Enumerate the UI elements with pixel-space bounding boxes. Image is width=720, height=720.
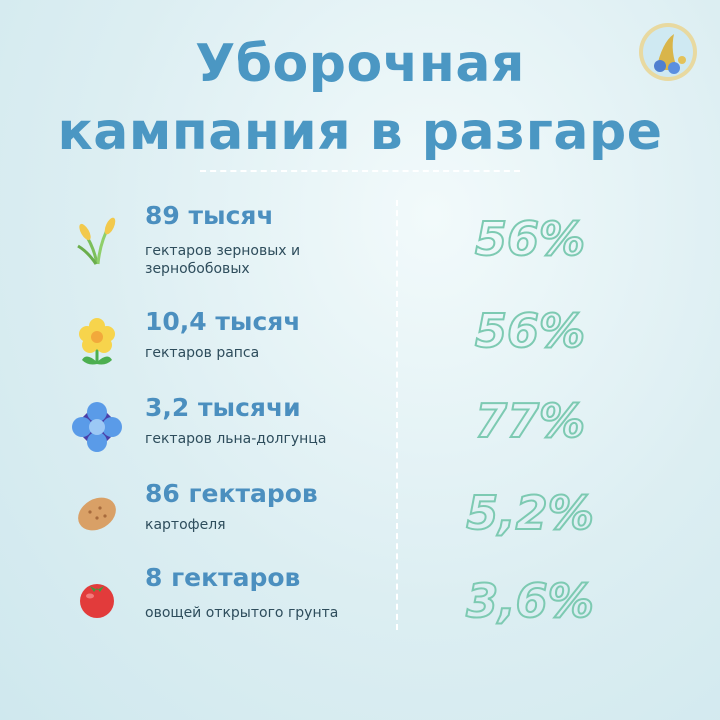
amount: 10,4 тысяч (145, 307, 301, 336)
icon (77, 217, 116, 265)
title-line: кампания в разгаре (57, 102, 663, 162)
divider (396, 200, 398, 630)
icon (72, 402, 122, 452)
description: картофеля (145, 517, 226, 533)
amount: 89 тысяч (145, 201, 274, 230)
percent: 3,6% (465, 574, 595, 628)
percent: 56% (474, 212, 586, 266)
description: гектаров зерновых и зернобобовых (145, 243, 301, 277)
logo (639, 23, 697, 81)
description: гектаров льна-долгунца (145, 431, 327, 447)
icon (78, 497, 116, 531)
percent: 56% (474, 304, 586, 358)
amount: 86 гектаров (145, 479, 318, 508)
amount: 8 гектаров (145, 563, 301, 592)
amount: 3,2 тысячи (145, 393, 301, 422)
description: овощей открытого грунта (145, 605, 339, 621)
divider (200, 170, 520, 172)
percent: 5,2% (465, 486, 595, 540)
icon (80, 584, 114, 618)
icon (79, 318, 115, 365)
title-line: Уборочная (195, 34, 525, 94)
description: гектаров рапса (145, 345, 260, 361)
percent: 77% (474, 394, 586, 448)
